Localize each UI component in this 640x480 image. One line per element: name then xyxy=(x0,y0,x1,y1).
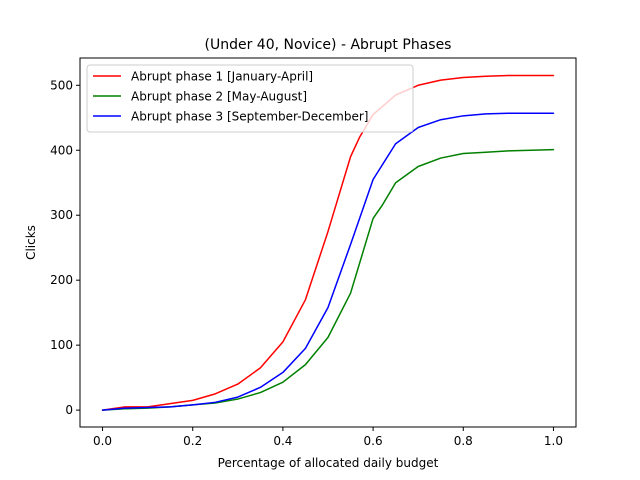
series-line-1 xyxy=(101,74,555,411)
y-tick-label: 100 xyxy=(50,338,73,352)
series-line-3 xyxy=(101,112,555,411)
x-tick-label: 0.0 xyxy=(93,434,112,448)
y-tick-label: 300 xyxy=(50,208,73,222)
x-tick-label: 0.4 xyxy=(273,434,292,448)
x-tick-label: 0.8 xyxy=(454,434,473,448)
x-tick-label: 1.0 xyxy=(544,434,563,448)
legend-label-3: Abrupt phase 3 [September-December] xyxy=(131,110,368,124)
y-tick-label: 0 xyxy=(65,403,73,417)
y-tick-label: 500 xyxy=(50,78,73,92)
y-axis: 0 100 200 300 400 500 xyxy=(50,78,80,417)
plot-frame xyxy=(79,57,577,428)
y-tick-label: 400 xyxy=(50,143,73,157)
x-axis-label: Percentage of allocated daily budget xyxy=(218,456,439,470)
x-tick-label: 0.6 xyxy=(364,434,383,448)
legend: Abrupt phase 1 [January-April] Abrupt pha… xyxy=(86,64,414,133)
x-tick-label: 0.2 xyxy=(183,434,202,448)
plot-lines xyxy=(101,74,555,411)
legend-box xyxy=(86,64,414,133)
x-axis: 0.0 0.2 0.4 0.6 0.8 1.0 xyxy=(93,427,563,448)
legend-label-2: Abrupt phase 2 [May-August] xyxy=(131,90,307,104)
legend-label-1: Abrupt phase 1 [January-April] xyxy=(131,70,313,84)
chart-title: (Under 40, Novice) - Abrupt Phases xyxy=(205,37,452,53)
y-axis-label: Clicks xyxy=(24,225,38,260)
y-tick-label: 200 xyxy=(50,273,73,287)
